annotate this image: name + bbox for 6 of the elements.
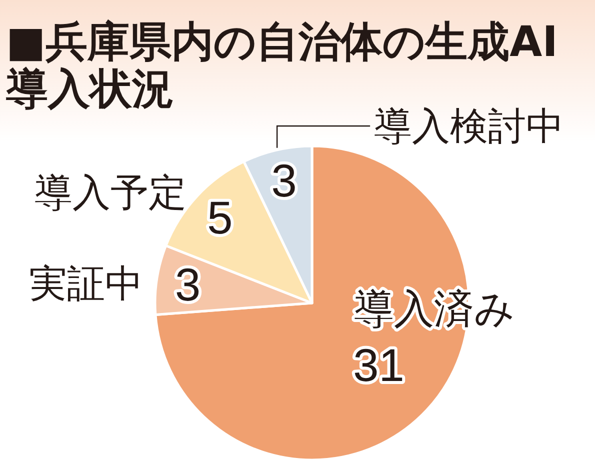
data-label: 3	[271, 154, 297, 207]
data-label: 5	[207, 192, 233, 244]
data-label: 31	[353, 338, 404, 391]
slice-label: 実証中	[28, 262, 143, 306]
slice-label: 導入予定	[34, 170, 187, 215]
data-label: 3	[175, 258, 201, 310]
